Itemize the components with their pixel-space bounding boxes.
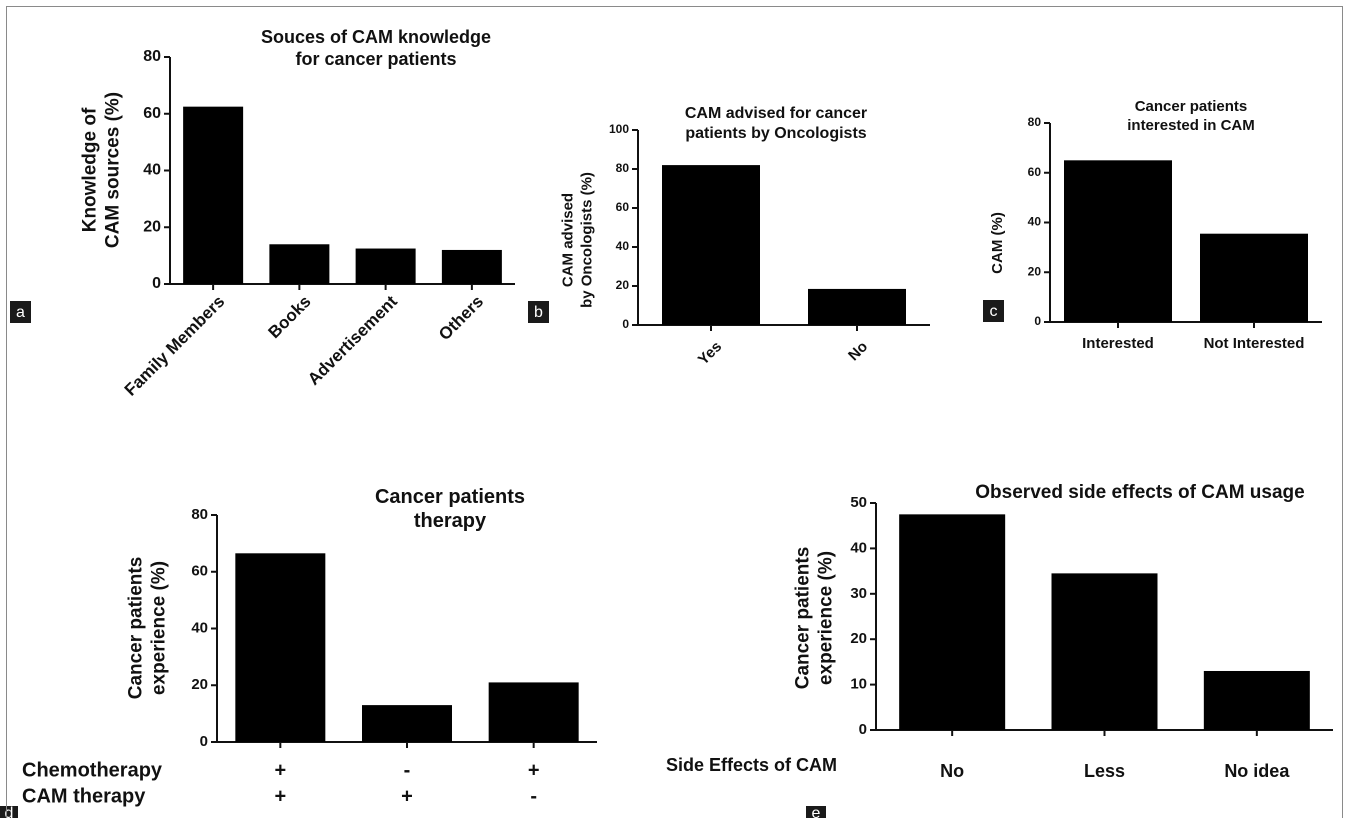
- y-tick-label: 60: [1028, 165, 1042, 179]
- panel-letter-box: [10, 301, 31, 323]
- row-sign: -: [404, 759, 411, 781]
- y-axis-label: Cancer patients experience (%): [793, 547, 837, 690]
- bar: [899, 514, 1006, 730]
- x-tick-label: Less: [1084, 761, 1125, 781]
- y-axis-label: CAM (%): [989, 212, 1006, 274]
- panel-letter: e: [806, 805, 826, 822]
- y-tick-label: 100: [609, 122, 629, 136]
- panel-letter-box: [806, 806, 826, 820]
- x-tick-label: No idea: [1224, 761, 1290, 781]
- panel-letter-box: [983, 300, 1004, 322]
- y-tick-label: 60: [616, 200, 630, 214]
- row-label: CAM therapy: [22, 785, 146, 807]
- y-tick-label: 0: [1034, 314, 1041, 328]
- row-label: Chemotherapy: [22, 759, 163, 781]
- y-tick-label: 80: [143, 48, 161, 65]
- bar: [1051, 573, 1158, 730]
- y-tick-label: 40: [143, 162, 161, 179]
- bar: [488, 682, 579, 742]
- x-axis-label: Side Effects of CAM: [666, 755, 837, 775]
- chart-panel-e: 0 10 20 30 40 50 No Less No idea Side Effects of …: [666, 482, 1333, 822]
- panel-letter-text: d: [5, 805, 14, 818]
- bar: [235, 553, 326, 742]
- figure-frame: [6, 6, 1343, 818]
- chart-title: Souces of CAM knowledge for cancer patien…: [261, 27, 491, 69]
- y-tick-label: 60: [191, 563, 208, 580]
- y-tick-label: 0: [152, 275, 161, 292]
- bar: [808, 288, 906, 325]
- panel-letter: c: [983, 300, 1004, 322]
- x-tick-label: Interested: [1082, 335, 1154, 352]
- panel-letter: b: [528, 301, 549, 323]
- panel-letter-box: [528, 301, 549, 323]
- y-tick-label: 80: [191, 506, 208, 523]
- panel-letter: d: [0, 805, 18, 822]
- y-tick-label: 20: [1028, 264, 1042, 278]
- y-tick-label: 50: [850, 494, 867, 511]
- panel-letter-text: c: [990, 303, 998, 320]
- panel-letter-text: e: [812, 805, 821, 818]
- y-tick-label: 20: [191, 676, 208, 693]
- y-tick-label: 20: [143, 218, 161, 235]
- y-tick-label: 10: [850, 676, 867, 693]
- bar: [1203, 670, 1310, 730]
- bar: [441, 249, 502, 284]
- bar: [662, 165, 760, 325]
- y-axis-label: Cancer patients experience (%): [126, 557, 170, 700]
- bar: [183, 106, 244, 284]
- panel-letter-text: b: [534, 304, 543, 321]
- bar: [1200, 233, 1308, 322]
- chart-panel-d: 0 20 40 60 80 Chemotherapy + - + CAM therapy + + - Ca…: [0, 486, 597, 822]
- y-tick-label: 40: [1028, 215, 1042, 229]
- row-sign: +: [274, 759, 286, 781]
- chart-title: Cancer patients interested in CAM: [1127, 98, 1255, 134]
- y-tick-label: 40: [616, 239, 630, 253]
- y-axis-label: CAM advised by Oncologists (%): [559, 172, 595, 308]
- panel-letter: a: [10, 301, 31, 323]
- chart-title: CAM advised for cancer patients by Oncolo…: [685, 105, 867, 142]
- bar: [1064, 160, 1172, 322]
- bar: [362, 705, 452, 742]
- y-tick-label: 40: [191, 619, 208, 636]
- row-sign: +: [401, 785, 413, 807]
- x-tick-label: Not Interested: [1204, 335, 1305, 352]
- chart-title: Cancer patients therapy: [375, 486, 525, 532]
- bar: [269, 244, 330, 284]
- y-axis-label: Knowledge of CAM sources (%): [80, 92, 124, 248]
- y-tick-label: 0: [200, 733, 208, 750]
- x-tick-label: No: [940, 761, 964, 781]
- bar: [355, 248, 416, 284]
- y-tick-label: 80: [1028, 115, 1042, 129]
- y-tick-label: 20: [616, 278, 630, 292]
- y-tick-label: 80: [616, 161, 630, 175]
- row-sign: +: [274, 785, 286, 807]
- chart-title: Observed side effects of CAM usage: [975, 482, 1304, 503]
- y-tick-label: 20: [850, 630, 867, 647]
- panel-letter-box: [0, 806, 18, 820]
- y-tick-label: 40: [850, 539, 867, 556]
- row-sign: -: [530, 785, 537, 807]
- y-tick-label: 0: [622, 317, 629, 331]
- y-tick-label: 0: [859, 721, 867, 738]
- y-tick-label: 30: [850, 585, 867, 602]
- chart-panel-c: 0 20 40 60 80 Interested Not Interested Cancer …: [983, 98, 1322, 352]
- row-sign: +: [528, 759, 540, 781]
- panel-letter-text: a: [16, 304, 25, 321]
- y-tick-label: 60: [143, 105, 161, 122]
